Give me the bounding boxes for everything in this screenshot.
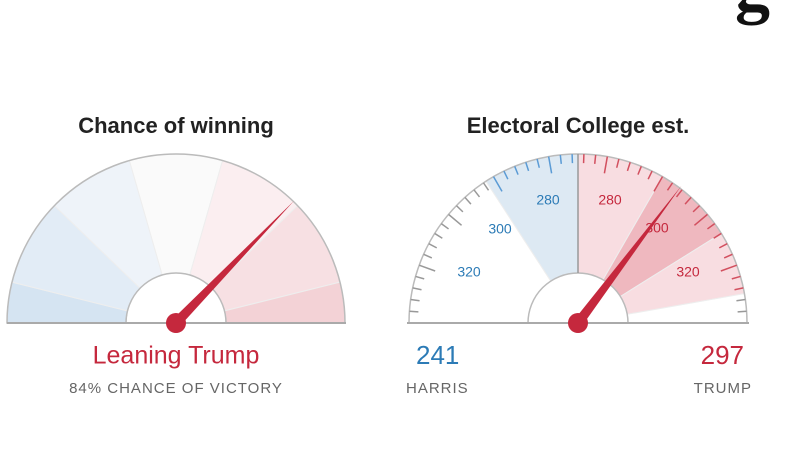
tick: [593, 154, 597, 164]
tick: [525, 162, 530, 172]
tick: [412, 287, 422, 291]
harris-label: HARRIS: [406, 380, 469, 397]
harris-votes: 241: [416, 340, 459, 370]
tick: [473, 189, 481, 198]
gauge-outline: [408, 153, 748, 324]
tick: [731, 275, 741, 280]
needle: [574, 185, 682, 327]
needle: [172, 200, 295, 327]
chance-gauge: [6, 153, 346, 333]
tick: [720, 264, 738, 272]
tick: [434, 232, 443, 239]
tick: [615, 158, 620, 168]
needle-hub: [568, 313, 588, 333]
tick: [503, 170, 509, 180]
gauge-outline: [6, 153, 346, 324]
heading-fragment: g: [735, 0, 770, 26]
tick: [734, 287, 744, 291]
electoral-gauge: [407, 153, 749, 333]
tick: [637, 166, 643, 175]
tick: [692, 205, 701, 213]
tick-label: 300: [645, 220, 669, 236]
tick: [415, 275, 425, 280]
tick: [410, 298, 420, 302]
tick: [684, 196, 692, 205]
tick: [718, 242, 728, 249]
tick-label: 300: [488, 221, 512, 237]
tick: [603, 156, 609, 174]
tick: [536, 158, 541, 168]
tick-label: 320: [457, 264, 481, 280]
tick: [647, 170, 653, 180]
tick: [547, 156, 553, 174]
trump-label: TRUMP: [694, 380, 752, 397]
tick: [482, 182, 490, 191]
trump-votes: 297: [701, 340, 744, 370]
tick-label: 280: [598, 192, 622, 208]
tick: [737, 310, 747, 313]
tick: [513, 166, 519, 175]
chance-title: Chance of winning: [78, 113, 274, 138]
verdict: Leaning Trump: [93, 342, 260, 370]
tick: [492, 176, 503, 192]
tick-label: 280: [536, 192, 560, 208]
tick: [455, 205, 464, 213]
tick: [653, 176, 664, 192]
tick: [440, 223, 449, 230]
tick: [666, 182, 674, 191]
tick: [418, 264, 436, 272]
tick: [707, 223, 716, 230]
electoral-title: Electoral College est.: [467, 113, 690, 138]
tick: [675, 189, 683, 198]
tick: [423, 253, 433, 259]
tick: [736, 298, 746, 302]
tick: [559, 154, 563, 164]
tick: [713, 232, 722, 239]
tick-label: 320: [676, 264, 700, 280]
caption: 84% CHANCE OF VICTORY: [69, 380, 283, 397]
tick: [409, 310, 419, 313]
tick: [626, 162, 631, 172]
tick: [723, 253, 733, 259]
tick: [428, 242, 438, 249]
tick: [464, 196, 472, 205]
tick: [693, 213, 708, 226]
tick: [448, 213, 463, 226]
needle-hub: [166, 313, 186, 333]
